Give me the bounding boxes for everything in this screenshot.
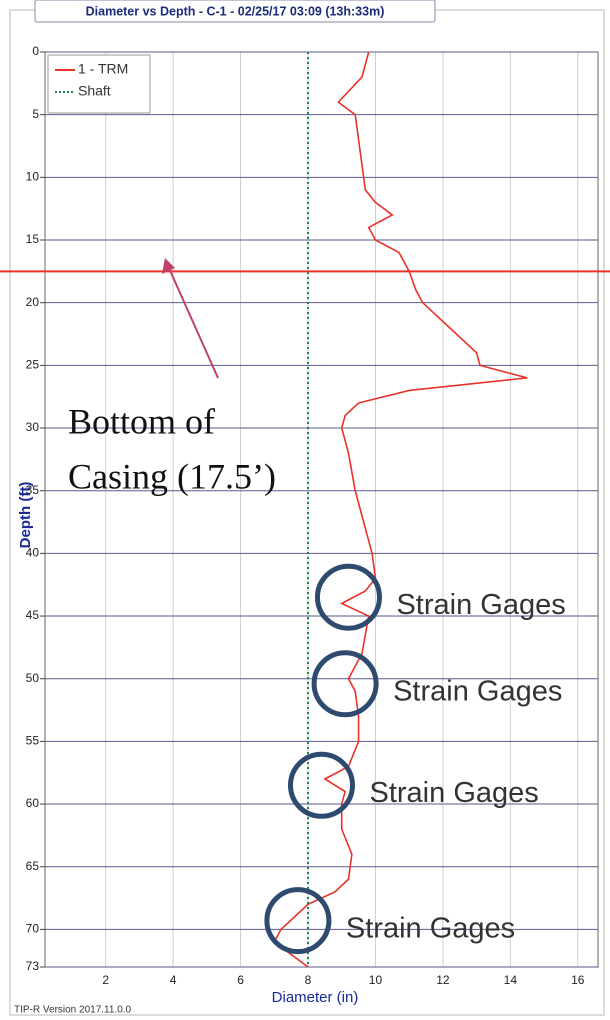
plot-area [44, 51, 599, 968]
x-tick-label: 8 [305, 973, 312, 987]
x-axis-label: Diameter (in) [272, 989, 359, 1006]
gage-circle [314, 563, 382, 631]
y-tick-label: 0 [32, 44, 39, 58]
footer: TIP-R Version 2017.11.0.0 [14, 1005, 132, 1016]
x-tick-label: 12 [436, 973, 450, 987]
x-tick-label: 6 [237, 973, 244, 987]
gage-label: Strain Gages [370, 777, 539, 809]
title-box [34, 0, 436, 23]
chart-title: Diameter vs Depth - C-1 - 02/25/17 03:09… [86, 4, 385, 18]
arrow-head [162, 258, 175, 274]
legend-label: 1 - TRM [78, 61, 128, 77]
y-tick-label: 15 [26, 232, 40, 246]
x-tick-label: 2 [102, 973, 109, 987]
legend-label: Shaft [78, 83, 111, 99]
y-tick-label: 30 [26, 420, 40, 434]
y-tick-label: 45 [26, 608, 40, 622]
gage-circle [264, 887, 332, 955]
annotation-text: Casing (17.5’) [68, 456, 276, 496]
x-tick-label: 10 [369, 973, 383, 987]
y-tick-label: 55 [26, 734, 40, 748]
y-tick-label: 20 [26, 295, 40, 309]
y-tick-label: 10 [26, 170, 40, 184]
x-tick-label: 16 [571, 973, 585, 987]
annotation-text: Bottom of [68, 401, 215, 441]
gage-label: Strain Gages [396, 589, 565, 621]
y-tick-label: 25 [26, 358, 40, 372]
gage-label: Strain Gages [393, 675, 562, 707]
y-tick-label: 50 [26, 671, 40, 685]
x-tick-label: 14 [504, 973, 518, 987]
y-tick-label: 60 [26, 796, 40, 810]
y-tick-label: 5 [32, 107, 39, 121]
y-tick-label: 70 [26, 922, 40, 936]
gage-circle [288, 751, 355, 819]
y-tick-label: 65 [26, 859, 40, 873]
legend-box [47, 54, 151, 114]
y-tick-label: 40 [26, 546, 40, 560]
y-tick-label: 35 [26, 483, 40, 497]
y-tick-label: 73 [26, 959, 40, 973]
arrow [167, 265, 219, 379]
series-line [273, 51, 528, 968]
y-axis-label: Depth (ft) [17, 482, 34, 549]
x-tick-label: 4 [170, 973, 177, 987]
gage-circle [311, 650, 379, 718]
gage-label: Strain Gages [346, 912, 515, 944]
